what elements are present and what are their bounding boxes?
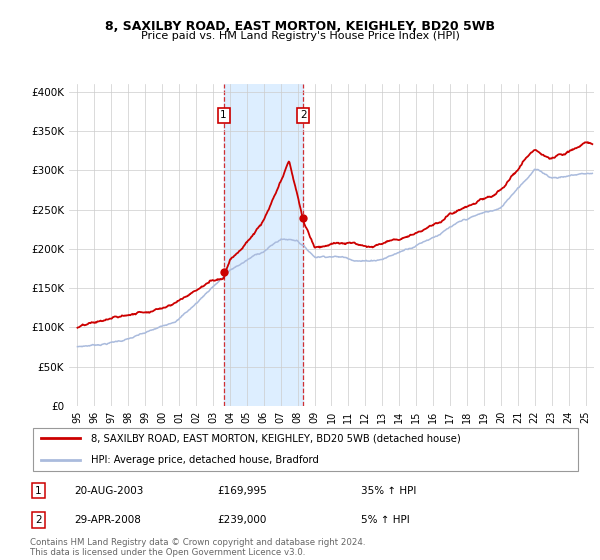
FancyBboxPatch shape	[33, 428, 578, 471]
Text: 2: 2	[300, 110, 307, 120]
Text: 35% ↑ HPI: 35% ↑ HPI	[361, 486, 416, 496]
Text: 20-AUG-2003: 20-AUG-2003	[74, 486, 143, 496]
Text: Contains HM Land Registry data © Crown copyright and database right 2024.
This d: Contains HM Land Registry data © Crown c…	[30, 538, 365, 557]
Text: 1: 1	[220, 110, 227, 120]
Text: £169,995: £169,995	[218, 486, 268, 496]
Text: £239,000: £239,000	[218, 515, 267, 525]
Text: HPI: Average price, detached house, Bradford: HPI: Average price, detached house, Brad…	[91, 455, 319, 465]
Text: 5% ↑ HPI: 5% ↑ HPI	[361, 515, 410, 525]
Text: Price paid vs. HM Land Registry's House Price Index (HPI): Price paid vs. HM Land Registry's House …	[140, 31, 460, 41]
Text: 29-APR-2008: 29-APR-2008	[74, 515, 141, 525]
Text: 1: 1	[35, 486, 41, 496]
Text: 2: 2	[35, 515, 41, 525]
Bar	[224, 84, 303, 406]
Text: 8, SAXILBY ROAD, EAST MORTON, KEIGHLEY, BD20 5WB (detached house): 8, SAXILBY ROAD, EAST MORTON, KEIGHLEY, …	[91, 433, 460, 444]
Text: 8, SAXILBY ROAD, EAST MORTON, KEIGHLEY, BD20 5WB: 8, SAXILBY ROAD, EAST MORTON, KEIGHLEY, …	[105, 20, 495, 32]
